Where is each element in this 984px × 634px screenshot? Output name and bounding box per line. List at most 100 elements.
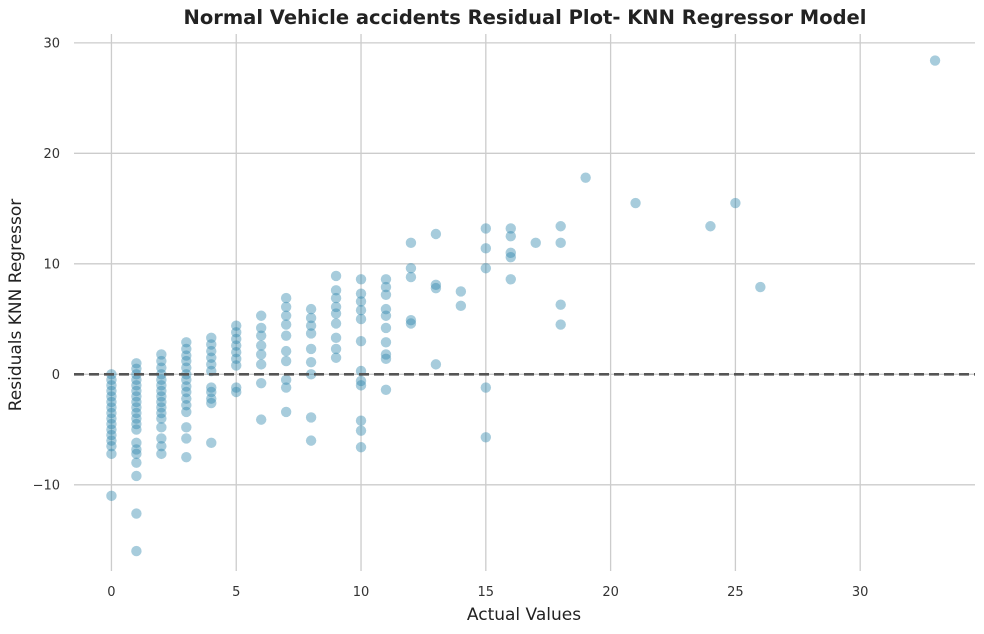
residual-point [630, 197, 641, 209]
residual-point [530, 237, 541, 249]
residual-point [231, 327, 242, 338]
residual-point [305, 435, 317, 446]
residual-point [380, 281, 392, 293]
residual-point [181, 433, 192, 444]
residual-point [206, 345, 217, 357]
residual-point [705, 221, 716, 232]
residual-point [131, 444, 142, 455]
residual-point [255, 310, 267, 321]
residual-point [405, 271, 417, 283]
residual-point [181, 393, 192, 404]
residual-point [355, 415, 367, 426]
residual-point [156, 355, 167, 367]
residual-point [355, 380, 367, 391]
residual-point [330, 332, 342, 344]
residual-point [131, 374, 142, 386]
residual-point [206, 332, 217, 344]
residual-point [131, 424, 142, 435]
residual-point [206, 386, 217, 398]
residual-point [355, 274, 367, 285]
residual-point [355, 305, 367, 316]
residual-point [355, 335, 367, 347]
residual-point [255, 322, 267, 334]
residual-point [231, 333, 242, 345]
residual-point [206, 382, 217, 393]
x-tick-label: 15 [478, 585, 495, 600]
residual-point [231, 347, 242, 358]
residual-point [255, 377, 267, 389]
residual-point [330, 343, 342, 355]
residual-point [231, 320, 242, 331]
residual-point [280, 355, 292, 367]
residual-point [330, 308, 342, 319]
residual-point [280, 319, 292, 330]
residual-point [355, 442, 367, 453]
residual-point [156, 396, 167, 408]
residual-point [280, 310, 292, 321]
residual-point [106, 396, 117, 408]
residual-point [255, 349, 267, 360]
residual-point [106, 435, 117, 446]
residual-point [106, 440, 117, 452]
residual-point [505, 231, 516, 242]
x-tick-label: 5 [232, 585, 240, 600]
residual-point [505, 247, 516, 258]
residual-point [555, 237, 566, 249]
residual-point [181, 381, 192, 392]
residual-point [106, 490, 117, 502]
residual-point [131, 396, 142, 408]
residual-point [206, 352, 217, 363]
residual-point [255, 414, 267, 425]
residual-point [430, 359, 442, 370]
residual-point [455, 286, 467, 297]
residual-point [505, 223, 516, 234]
residual-point [480, 223, 492, 234]
residual-point [305, 303, 317, 315]
residual-point [255, 330, 267, 341]
residual-point [181, 362, 192, 373]
residual-point [156, 349, 167, 360]
residual-point [330, 301, 342, 313]
residual-point [330, 270, 342, 282]
residual-point [555, 319, 566, 330]
residual-point [305, 412, 317, 423]
residual-point [380, 349, 392, 360]
residual-point [131, 448, 142, 460]
horizontal-gridlines [74, 42, 975, 486]
residual-point [181, 406, 192, 418]
residual-point [231, 386, 242, 398]
residual-point [405, 263, 417, 274]
residual-point [480, 432, 492, 443]
x-axis-tick-labels: 0 5 10 15 20 25 30 [107, 585, 868, 600]
residual-point [131, 413, 142, 424]
residual-point [106, 385, 117, 397]
residual-point [280, 330, 292, 341]
residual-point [131, 391, 142, 402]
x-axis-title: Actual Values [467, 605, 581, 625]
y-tick-label: 30 [43, 36, 60, 51]
residual-point [156, 369, 167, 380]
residual-point [131, 385, 142, 397]
residual-point [181, 337, 192, 348]
residual-point [580, 172, 591, 183]
residual-point [255, 359, 267, 370]
y-tick-label: −10 [33, 478, 60, 493]
residual-point [280, 382, 292, 393]
residual-point [106, 424, 117, 435]
x-tick-label: 0 [107, 585, 115, 600]
residual-point [929, 55, 941, 66]
residual-point [156, 440, 167, 452]
residual-point [280, 406, 292, 418]
y-tick-label: 0 [52, 368, 60, 383]
residual-point [355, 296, 367, 307]
residual-point [231, 340, 242, 351]
residual-point [231, 360, 242, 371]
residual-point [206, 359, 217, 370]
residual-point [156, 413, 167, 424]
residual-point [380, 274, 392, 285]
residual-point [755, 281, 766, 293]
residual-point [280, 292, 292, 304]
residual-point [330, 318, 342, 329]
residual-point [380, 303, 392, 315]
residual-point [181, 422, 192, 433]
